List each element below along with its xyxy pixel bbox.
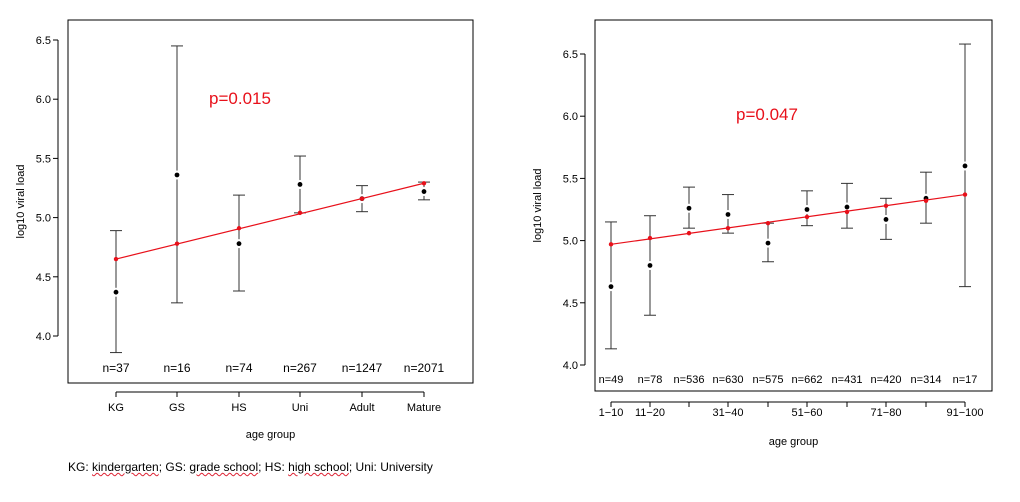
y-axis-label: log10 viral load — [15, 165, 27, 239]
y-tick-label: 4.5 — [36, 272, 51, 284]
x-tick-label: 31−40 — [713, 407, 744, 419]
sample-size-label: n=575 — [753, 374, 784, 386]
mean-point — [883, 217, 889, 222]
footnote-gs-term: grade school — [189, 460, 259, 474]
regression-line — [610, 193, 966, 245]
y-tick-label: 5.0 — [36, 213, 51, 225]
footnote: KG: kindergarten; GS: grade school; HS: … — [68, 460, 433, 474]
fitted-point — [113, 256, 119, 262]
sample-size-label: n=78 — [638, 374, 663, 386]
sample-size-label: n=420 — [871, 374, 902, 386]
sample-size-label: n=2071 — [404, 361, 445, 375]
fitted-point — [297, 210, 303, 216]
fitted-point — [844, 209, 850, 215]
y-tick-label: 5.5 — [563, 173, 578, 185]
mean-point — [725, 212, 731, 217]
sample-size-label: n=630 — [713, 374, 744, 386]
y-tick-label: 6.5 — [563, 49, 578, 61]
fitted-point — [883, 203, 889, 208]
x-tick-label: GS — [169, 402, 185, 414]
fitted-point — [359, 196, 365, 201]
y-tick-label: 6.0 — [36, 94, 51, 106]
x-tick-label: Uni — [292, 402, 309, 414]
mean-point — [804, 207, 810, 212]
fitted-point — [421, 181, 427, 186]
x-axis-label: age group — [246, 429, 296, 441]
fitted-point — [174, 241, 180, 246]
fitted-point — [236, 226, 242, 231]
x-tick-label: 1−10 — [599, 407, 624, 419]
fitted-point — [647, 235, 653, 241]
y-tick-label: 5.5 — [36, 153, 51, 165]
y-tick-label: 4.0 — [563, 360, 578, 372]
mean-point — [647, 263, 653, 268]
footnote-text: ; Uni: University — [348, 460, 433, 474]
sample-size-label: n=267 — [283, 361, 317, 375]
x-axis-label: age group — [769, 436, 819, 448]
mean-point — [113, 289, 119, 295]
mean-point — [844, 204, 850, 210]
sample-size-label: n=431 — [832, 374, 863, 386]
mean-point — [608, 284, 614, 290]
sample-size-label: n=74 — [225, 361, 252, 375]
fitted-point — [725, 225, 731, 231]
footnote-hs-term: high school — [288, 460, 349, 474]
y-axis-label: log10 viral load — [532, 169, 544, 243]
mean-point — [686, 205, 692, 211]
y-tick-label: 4.5 — [563, 298, 578, 310]
footnote-kg-term: kindergarten — [92, 460, 159, 474]
plot-frame — [594, 19, 993, 392]
fitted-point — [923, 198, 929, 203]
footnote-text: KG: — [68, 460, 93, 474]
fitted-point — [804, 214, 810, 220]
y-tick-label: 4.0 — [36, 331, 51, 343]
x-tick-label: Mature — [407, 402, 441, 414]
fitted-point — [686, 230, 692, 236]
footnote-text: ; HS: — [258, 460, 289, 474]
sample-size-label: n=37 — [102, 361, 129, 375]
sample-size-label: n=314 — [911, 374, 942, 386]
y-tick-label: 6.5 — [36, 35, 51, 47]
y-tick-label: 5.0 — [563, 236, 578, 248]
x-tick-label: KG — [108, 402, 124, 414]
x-tick-label: 11−20 — [635, 407, 665, 419]
sample-size-label: n=49 — [599, 374, 624, 386]
mean-point — [962, 163, 968, 169]
fitted-point — [962, 192, 968, 197]
sample-size-label: n=17 — [953, 374, 978, 386]
sample-size-label: n=16 — [163, 361, 190, 375]
mean-point — [236, 241, 242, 247]
plot-frame — [67, 19, 474, 384]
sample-size-label: n=1247 — [342, 361, 383, 375]
x-tick-label: HS — [231, 402, 246, 414]
p-value-annotation: p=0.047 — [736, 105, 798, 124]
regression-line — [115, 182, 425, 260]
mean-point — [765, 240, 771, 246]
x-tick-label: 51−60 — [792, 407, 823, 419]
mean-point — [297, 182, 303, 187]
x-tick-label: 71−80 — [871, 407, 902, 419]
footnote-text: ; GS: — [158, 460, 190, 474]
sample-size-label: n=536 — [674, 374, 705, 386]
mean-point — [421, 189, 427, 194]
sample-size-label: n=662 — [792, 374, 823, 386]
x-tick-label: 91−100 — [946, 407, 983, 419]
fitted-point — [608, 242, 614, 247]
fitted-point — [765, 220, 771, 226]
x-tick-label: Adult — [349, 402, 374, 414]
y-tick-label: 6.0 — [563, 111, 578, 123]
p-value-annotation: p=0.015 — [209, 89, 271, 108]
mean-point — [174, 172, 180, 178]
